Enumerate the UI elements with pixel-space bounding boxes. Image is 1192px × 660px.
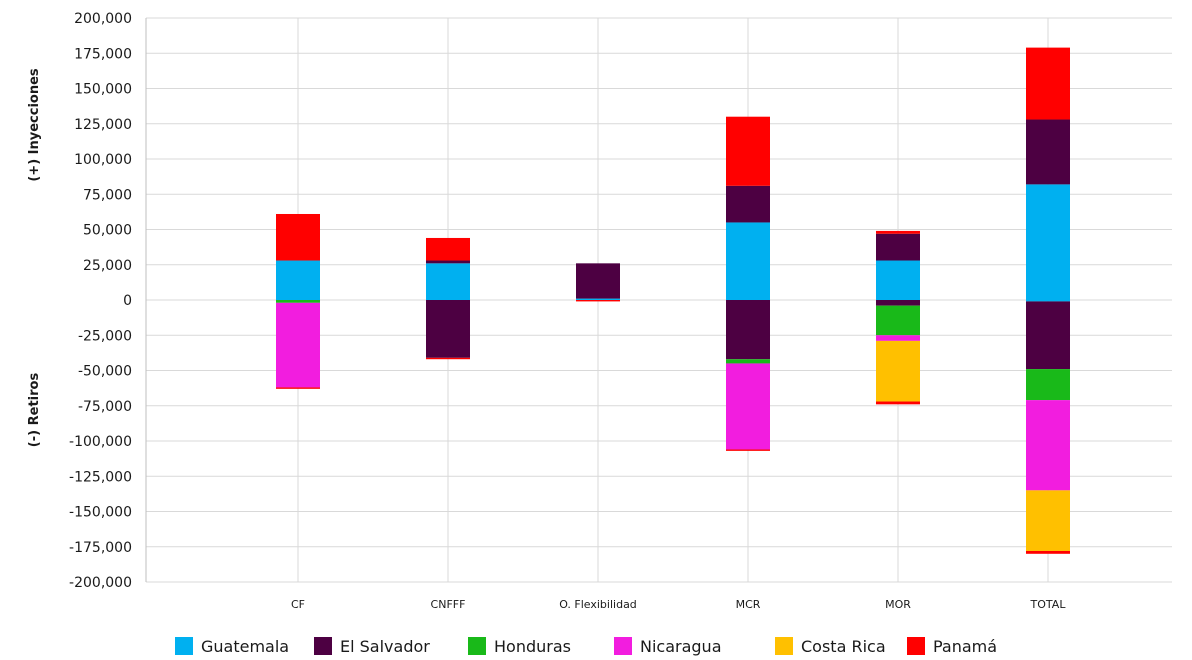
legend-label: Guatemala xyxy=(201,637,289,656)
bar-segment xyxy=(576,300,620,302)
x-tick-label: TOTAL xyxy=(1030,598,1067,611)
y-tick-label: 0 xyxy=(123,293,132,309)
y-axis-label-positive: (+) Inyecciones xyxy=(27,68,42,182)
x-tick-label: O. Flexibilidad xyxy=(559,598,637,611)
bar-segment xyxy=(726,363,770,450)
y-tick-label: 50,000 xyxy=(83,223,132,239)
bar-segment xyxy=(876,401,920,405)
bar-segment xyxy=(1026,300,1070,302)
y-tick-label: -50,000 xyxy=(78,364,132,380)
bar-segment xyxy=(1026,490,1070,551)
bar-segment xyxy=(1026,301,1070,370)
legend-swatch xyxy=(775,637,793,655)
x-tick-label: MOR xyxy=(885,598,911,611)
y-tick-label: -25,000 xyxy=(78,328,132,344)
y-tick-label: 200,000 xyxy=(74,11,132,27)
bar-segment xyxy=(876,300,920,306)
y-tick-label: 25,000 xyxy=(83,258,132,274)
bar-segment xyxy=(276,260,320,300)
legend-swatch xyxy=(907,637,925,655)
bar-segment xyxy=(1026,400,1070,491)
bar-segment xyxy=(876,260,920,300)
x-tick-label: CNFFF xyxy=(431,598,466,611)
bar-segment xyxy=(726,222,770,300)
bar-segment xyxy=(1026,47,1070,120)
bar-segment xyxy=(726,359,770,364)
bar-segment xyxy=(276,302,320,388)
legend-label: Honduras xyxy=(494,637,571,656)
bar-segment xyxy=(576,263,620,299)
bars xyxy=(276,47,1070,554)
y-tick-label: -125,000 xyxy=(69,469,132,485)
bar-segment xyxy=(1026,119,1070,185)
y-tick-label: 175,000 xyxy=(74,46,132,62)
bar-segment xyxy=(876,305,920,336)
legend-swatch xyxy=(314,637,332,655)
x-tick-label: MCR xyxy=(736,598,761,611)
bar-segment xyxy=(426,260,470,264)
bar-segment xyxy=(426,263,470,300)
bar-segment xyxy=(876,233,920,261)
bar-segment xyxy=(426,357,470,360)
legend-swatch xyxy=(614,637,632,655)
bar-segment xyxy=(276,213,320,261)
y-tick-label: -75,000 xyxy=(78,399,132,415)
bar-segment xyxy=(1026,550,1070,554)
y-tick-label: 100,000 xyxy=(74,152,132,168)
y-tick-label: -175,000 xyxy=(69,540,132,556)
bar-segment xyxy=(876,335,920,341)
bar-segment xyxy=(876,230,920,234)
legend-label: Costa Rica xyxy=(801,637,886,656)
bar-segment xyxy=(726,449,770,451)
y-tick-label: -100,000 xyxy=(69,434,132,450)
bar-segment xyxy=(426,300,470,358)
legend-label: Panamá xyxy=(933,637,997,656)
bar-segment xyxy=(276,387,320,389)
legend-label: Nicaragua xyxy=(640,637,722,656)
bar-segment xyxy=(576,298,620,300)
legend-swatch xyxy=(468,637,486,655)
bar-segment xyxy=(1026,184,1070,300)
legend-swatch xyxy=(175,637,193,655)
y-tick-label: -200,000 xyxy=(69,575,132,591)
legend: Guatemala El Salvador Honduras Nicaragua Cos… xyxy=(175,637,997,656)
y-tick-label: -150,000 xyxy=(69,505,132,521)
y-tick-label: 150,000 xyxy=(74,82,132,98)
bar-segment xyxy=(876,340,920,402)
y-tick-label: 125,000 xyxy=(74,117,132,133)
x-tick-label: CF xyxy=(291,598,305,611)
bar-segment xyxy=(726,116,770,186)
bar-segment xyxy=(426,237,470,261)
y-axis-label-negative: (-) Retiros xyxy=(27,373,42,448)
y-tick-label: 75,000 xyxy=(83,187,132,203)
axes: 200,000 175,000 150,000 125,000 100,000 75,00… xyxy=(69,11,1066,611)
bar-segment xyxy=(726,300,770,360)
bar-segment xyxy=(726,185,770,223)
legend-label: El Salvador xyxy=(340,637,430,656)
bar-segment xyxy=(1026,369,1070,401)
bar-segment xyxy=(276,300,320,303)
